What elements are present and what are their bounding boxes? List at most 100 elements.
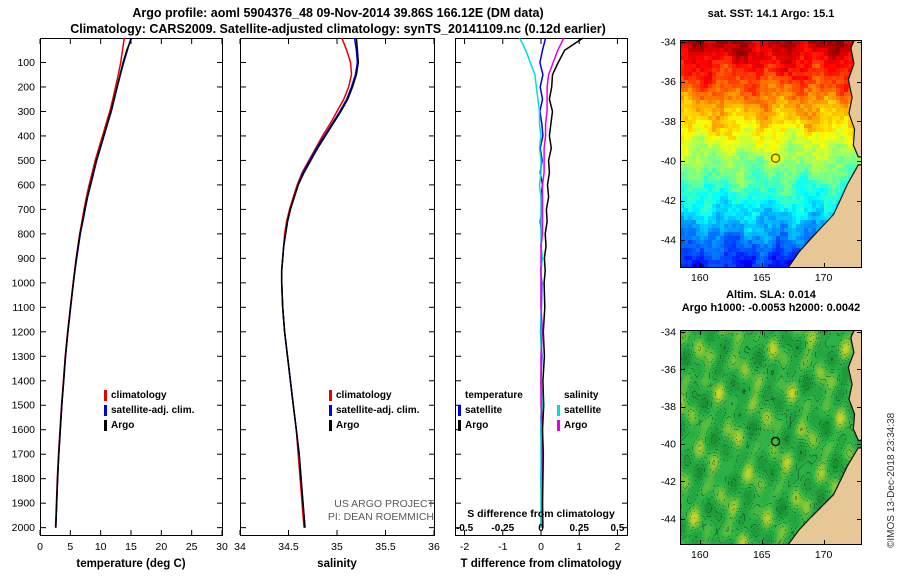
tick-label: 165 [753, 272, 771, 284]
tick-label: 170 [815, 272, 833, 284]
tick-label: 1500 [12, 400, 36, 412]
legend-row: satellite [557, 403, 601, 418]
tick-label: -40 [661, 155, 676, 167]
tick-label: 1100 [12, 302, 35, 314]
salinity-axis-label: salinity [317, 558, 357, 570]
project-name: US ARGO PROJECT [334, 498, 434, 510]
tick-label: 600 [17, 179, 35, 191]
sst-map-canvas [680, 40, 862, 268]
legend-label: climatology [336, 390, 392, 401]
legend-header: temperature [465, 390, 523, 401]
climatology-line-swatch [329, 390, 332, 401]
tick-label: 35.5 [375, 541, 396, 553]
tick-label: -42 [661, 195, 676, 207]
argo-line-swatch [329, 420, 332, 431]
satellite-adj-line-swatch [104, 405, 107, 416]
tick-label: -38 [661, 401, 676, 413]
legend-label: Argo [336, 420, 360, 431]
imos-watermark: ©IMOS 13-Dec-2018 23:34:38 [886, 412, 897, 548]
tick-label: 170 [815, 549, 833, 561]
tick-label: 34.5 [278, 541, 299, 553]
sst-map-title: sat. SST: 14.1 Argo: 15.1 [707, 8, 835, 20]
tick-label: 34 [234, 541, 246, 553]
tick-label: 1400 [12, 375, 36, 387]
climatology-line-swatch [104, 390, 107, 401]
legend-label: climatology [111, 390, 167, 401]
tick-label: 400 [17, 130, 35, 142]
tick-label: -34 [661, 36, 676, 48]
tick-label: 1300 [12, 351, 36, 363]
tick-label: 25 [186, 541, 198, 553]
legend-row: satellite [458, 403, 523, 418]
legend-label: satellite [564, 405, 602, 416]
tick-label: 1700 [12, 449, 36, 461]
tick-label: 200 [17, 81, 35, 93]
tick-label: -0.25 [491, 523, 514, 534]
legend-row: Argo [329, 418, 419, 433]
legend-row: satellite-adj. clim. [104, 403, 194, 418]
legend-row: climatology [104, 388, 194, 403]
tick-label: -34 [661, 326, 676, 338]
legend-row: climatology [329, 388, 419, 403]
tick-label: 0 [538, 523, 544, 534]
tick-label: 500 [17, 155, 35, 167]
tick-label: -38 [661, 116, 676, 128]
tick-label: -44 [661, 513, 676, 525]
tick-label: 1900 [12, 498, 36, 510]
s-satellite-line-swatch [557, 405, 560, 416]
tick-label: 160 [691, 549, 709, 561]
tick-label: -36 [661, 76, 676, 88]
tick-label: 1000 [12, 277, 36, 289]
tick-label: 165 [753, 549, 771, 561]
legend-label: Argo [465, 420, 489, 431]
legend-label: Argo [564, 420, 588, 431]
tick-label: -40 [661, 439, 676, 451]
t-argo-line-swatch [458, 420, 461, 431]
figure-title-line1: Argo profile: aoml 5904376_48 09-Nov-201… [132, 6, 544, 20]
satellite-adj-line-swatch [329, 405, 332, 416]
legend-label: Argo [111, 420, 135, 431]
tick-label: 160 [691, 272, 709, 284]
tick-label: -36 [661, 364, 676, 376]
legend-row: satellite-adj. clim. [329, 403, 419, 418]
tick-label: -2 [460, 541, 469, 553]
temperature-axis-label: temperature (deg C) [76, 558, 186, 570]
argo-line-swatch [104, 420, 107, 431]
tick-label: -44 [661, 235, 676, 247]
legend-header: salinity [564, 390, 599, 401]
tick-label: 30 [216, 541, 228, 553]
legend-salinity-panel: climatology satellite-adj. clim. Argo [329, 388, 419, 433]
tick-label: 20 [155, 541, 167, 553]
figure-title-line2: Climatology: CARS2009. Satellite-adjuste… [70, 22, 606, 36]
tick-label: 900 [17, 253, 35, 265]
legend-row: Argo [104, 418, 194, 433]
tick-label: 0 [538, 541, 544, 553]
tick-label: -0.5 [456, 523, 474, 534]
legend-difference-temperature: temperature satellite Argo [458, 388, 523, 433]
tick-label: 5 [67, 541, 73, 553]
s-argo-line-swatch [557, 420, 560, 431]
tick-label: 1600 [12, 424, 36, 436]
legend-label: satellite [465, 405, 503, 416]
tick-label: -42 [661, 476, 676, 488]
legend-label: satellite-adj. clim. [111, 405, 195, 416]
tick-label: 36 [428, 541, 440, 553]
tick-label: 700 [17, 204, 35, 216]
tick-label: 15 [125, 541, 137, 553]
t-satellite-line-swatch [458, 405, 461, 416]
sla-map-title-line1: Altim. SLA: 0.014 [726, 289, 816, 301]
tick-label: 300 [17, 106, 35, 118]
tick-label: 800 [17, 228, 35, 240]
tick-label: 1200 [12, 326, 36, 338]
tick-label: 0 [37, 541, 43, 553]
tick-label: 0.5 [610, 523, 624, 534]
sla-map-title-line2: Argo h1000: -0.0053 h2000: 0.0042 [681, 302, 861, 314]
legend-label: satellite-adj. clim. [336, 405, 420, 416]
tick-label: 1800 [12, 473, 36, 485]
project-annotation: US ARGO PROJECT PI: DEAN ROEMMICH [250, 498, 434, 524]
tick-label: -1 [498, 541, 507, 553]
s-difference-axis-label: S difference from climatology [467, 508, 615, 520]
tick-label: 1 [576, 541, 582, 553]
t-difference-axis-label: T difference from climatology [460, 558, 622, 570]
